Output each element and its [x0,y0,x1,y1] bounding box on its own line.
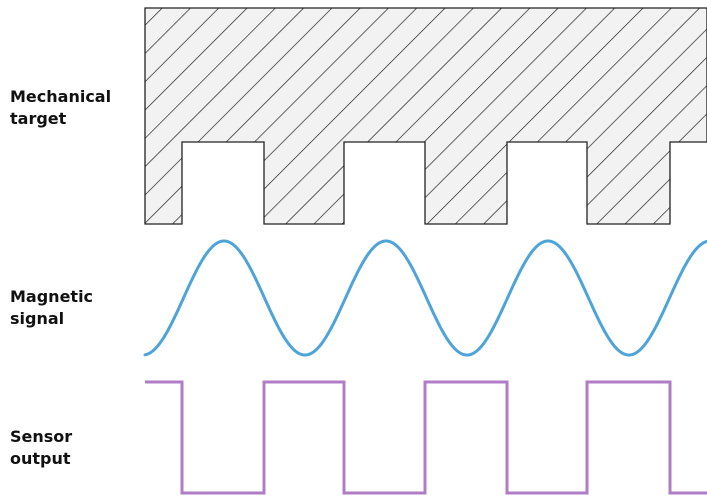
magnetic-signal-label: Magnetic signal [10,286,140,330]
sensor-output-label-line2: output [10,449,71,468]
magnetic-signal-sine-wave [143,239,707,357]
mechanical-target-label-line1: Mechanical [10,87,112,106]
sensor-output-label: Sensor output [10,426,140,470]
magnetic-signal-label-line1: Magnetic [10,287,94,306]
sensor-output-square-wave [145,380,707,495]
mechanical-target-label: Mechanical target [10,86,140,130]
mechanical-target-toothed-wheel [144,7,707,225]
mechanical-target-label-line2: target [10,109,67,128]
magnetic-signal-label-line2: signal [10,309,65,328]
sensor-output-label-line1: Sensor [10,427,73,446]
